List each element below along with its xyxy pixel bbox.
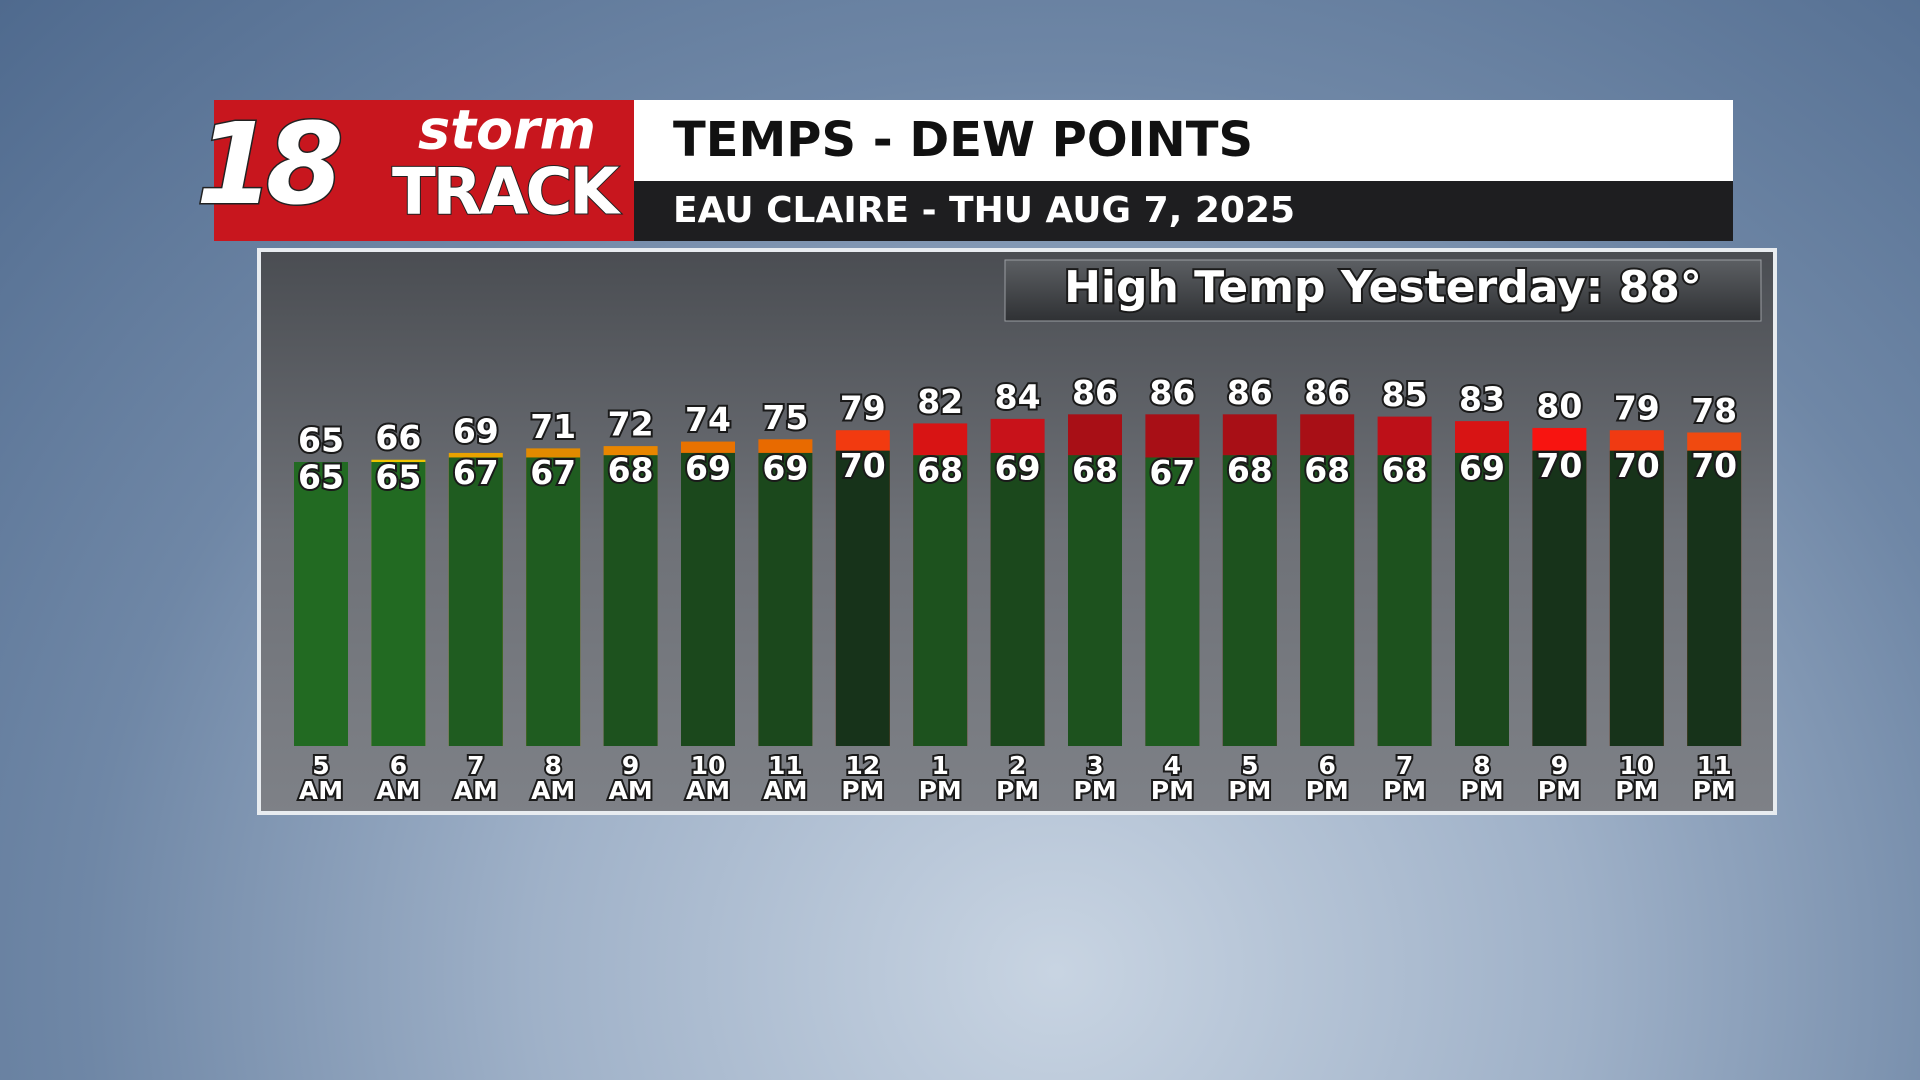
dew-bar <box>603 455 658 746</box>
x-tick-label: 7 PM <box>1383 751 1426 805</box>
dew-label: 69 <box>762 448 808 487</box>
title-bar <box>634 100 1733 181</box>
dew-label: 65 <box>375 458 421 497</box>
temp-label: 65 <box>298 421 344 460</box>
dew-label: 68 <box>1304 451 1350 490</box>
logo-box <box>214 100 634 241</box>
x-tick-label: 11 AM <box>763 751 807 805</box>
dew-label: 69 <box>995 448 1041 487</box>
temp-label: 84 <box>995 377 1041 416</box>
temp-label: 72 <box>608 405 654 444</box>
dew-label: 68 <box>1382 451 1428 490</box>
dew-label: 67 <box>530 453 576 492</box>
dew-label: 68 <box>917 451 963 490</box>
temp-label: 86 <box>1149 373 1195 412</box>
temp-label: 79 <box>1614 389 1660 428</box>
x-tick-label: 11 PM <box>1693 751 1736 805</box>
dew-bar <box>1532 450 1587 746</box>
callout-box <box>1004 259 1762 322</box>
temp-label: 78 <box>1691 391 1737 430</box>
dew-label: 70 <box>1614 446 1660 485</box>
dew-bar <box>371 462 426 746</box>
dew-label: 65 <box>298 458 344 497</box>
x-tick-label: 10 AM <box>686 751 730 805</box>
dew-bar <box>835 450 890 746</box>
temp-label: 66 <box>375 418 421 457</box>
dew-bar <box>758 452 813 746</box>
dew-label: 67 <box>1149 453 1195 492</box>
x-tick-label: 5 PM <box>1228 751 1271 805</box>
dew-bar <box>1609 450 1664 746</box>
temp-label: 79 <box>840 389 886 428</box>
temp-label: 86 <box>1227 373 1273 412</box>
title: TEMPS - DEW POINTS <box>673 112 1253 168</box>
x-tick-label: 9 AM <box>608 751 652 805</box>
dew-label: 67 <box>453 453 499 492</box>
logo-number: 18 <box>196 100 340 230</box>
dew-label: 68 <box>1072 451 1118 490</box>
dew-bar <box>1377 455 1432 746</box>
x-tick-label: 4 PM <box>1151 751 1194 805</box>
x-tick-label: 6 AM <box>376 751 420 805</box>
dew-label: 69 <box>685 448 731 487</box>
dew-label: 70 <box>840 446 886 485</box>
temp-label: 75 <box>762 398 808 437</box>
temp-label: 74 <box>685 400 731 439</box>
logo-word: storm <box>418 99 596 162</box>
x-tick-label: 8 AM <box>531 751 575 805</box>
dew-label: 69 <box>1459 448 1505 487</box>
temp-label: 85 <box>1382 375 1428 414</box>
dew-label: 68 <box>1227 451 1273 490</box>
dew-bar <box>913 455 968 746</box>
temp-label: 80 <box>1536 386 1582 425</box>
x-tick-label: 5 AM <box>299 751 343 805</box>
dew-bar <box>1145 457 1200 746</box>
temp-label: 86 <box>1072 373 1118 412</box>
temp-label: 86 <box>1304 373 1350 412</box>
subtitle: EAU CLAIRE - THU AUG 7, 2025 <box>673 190 1295 231</box>
x-tick-label: 3 PM <box>1073 751 1116 805</box>
x-tick-label: 10 PM <box>1615 751 1658 805</box>
x-tick-label: 6 PM <box>1306 751 1349 805</box>
dew-bar <box>681 452 735 746</box>
temp-label: 82 <box>917 382 963 421</box>
temp-label: 83 <box>1459 380 1505 419</box>
dew-label: 70 <box>1536 446 1582 485</box>
dew-label: 68 <box>608 451 654 490</box>
logo-word: TRACK <box>392 156 621 230</box>
dew-bar <box>526 457 581 746</box>
x-tick-label: 7 AM <box>454 751 498 805</box>
dew-bar <box>1687 450 1742 746</box>
temp-label: 71 <box>530 407 576 446</box>
dew-bar <box>294 462 348 746</box>
dew-bar <box>1455 452 1509 746</box>
dew-bar <box>990 452 1045 746</box>
x-tick-label: 8 PM <box>1460 751 1503 805</box>
dew-bar <box>1300 455 1355 746</box>
x-tick-label: 12 PM <box>841 751 884 805</box>
dew-label: 70 <box>1691 446 1737 485</box>
x-tick-label: 2 PM <box>996 751 1039 805</box>
subtitle-bar <box>634 181 1733 241</box>
dew-bar <box>1068 455 1122 746</box>
annotation: High Temp Yesterday: 88° <box>1064 262 1702 313</box>
x-tick-label: 1 PM <box>919 751 962 805</box>
dew-bar <box>448 457 503 746</box>
temp-label: 69 <box>453 411 499 450</box>
x-tick-label: 9 PM <box>1538 751 1581 805</box>
dew-bar <box>1222 455 1277 746</box>
